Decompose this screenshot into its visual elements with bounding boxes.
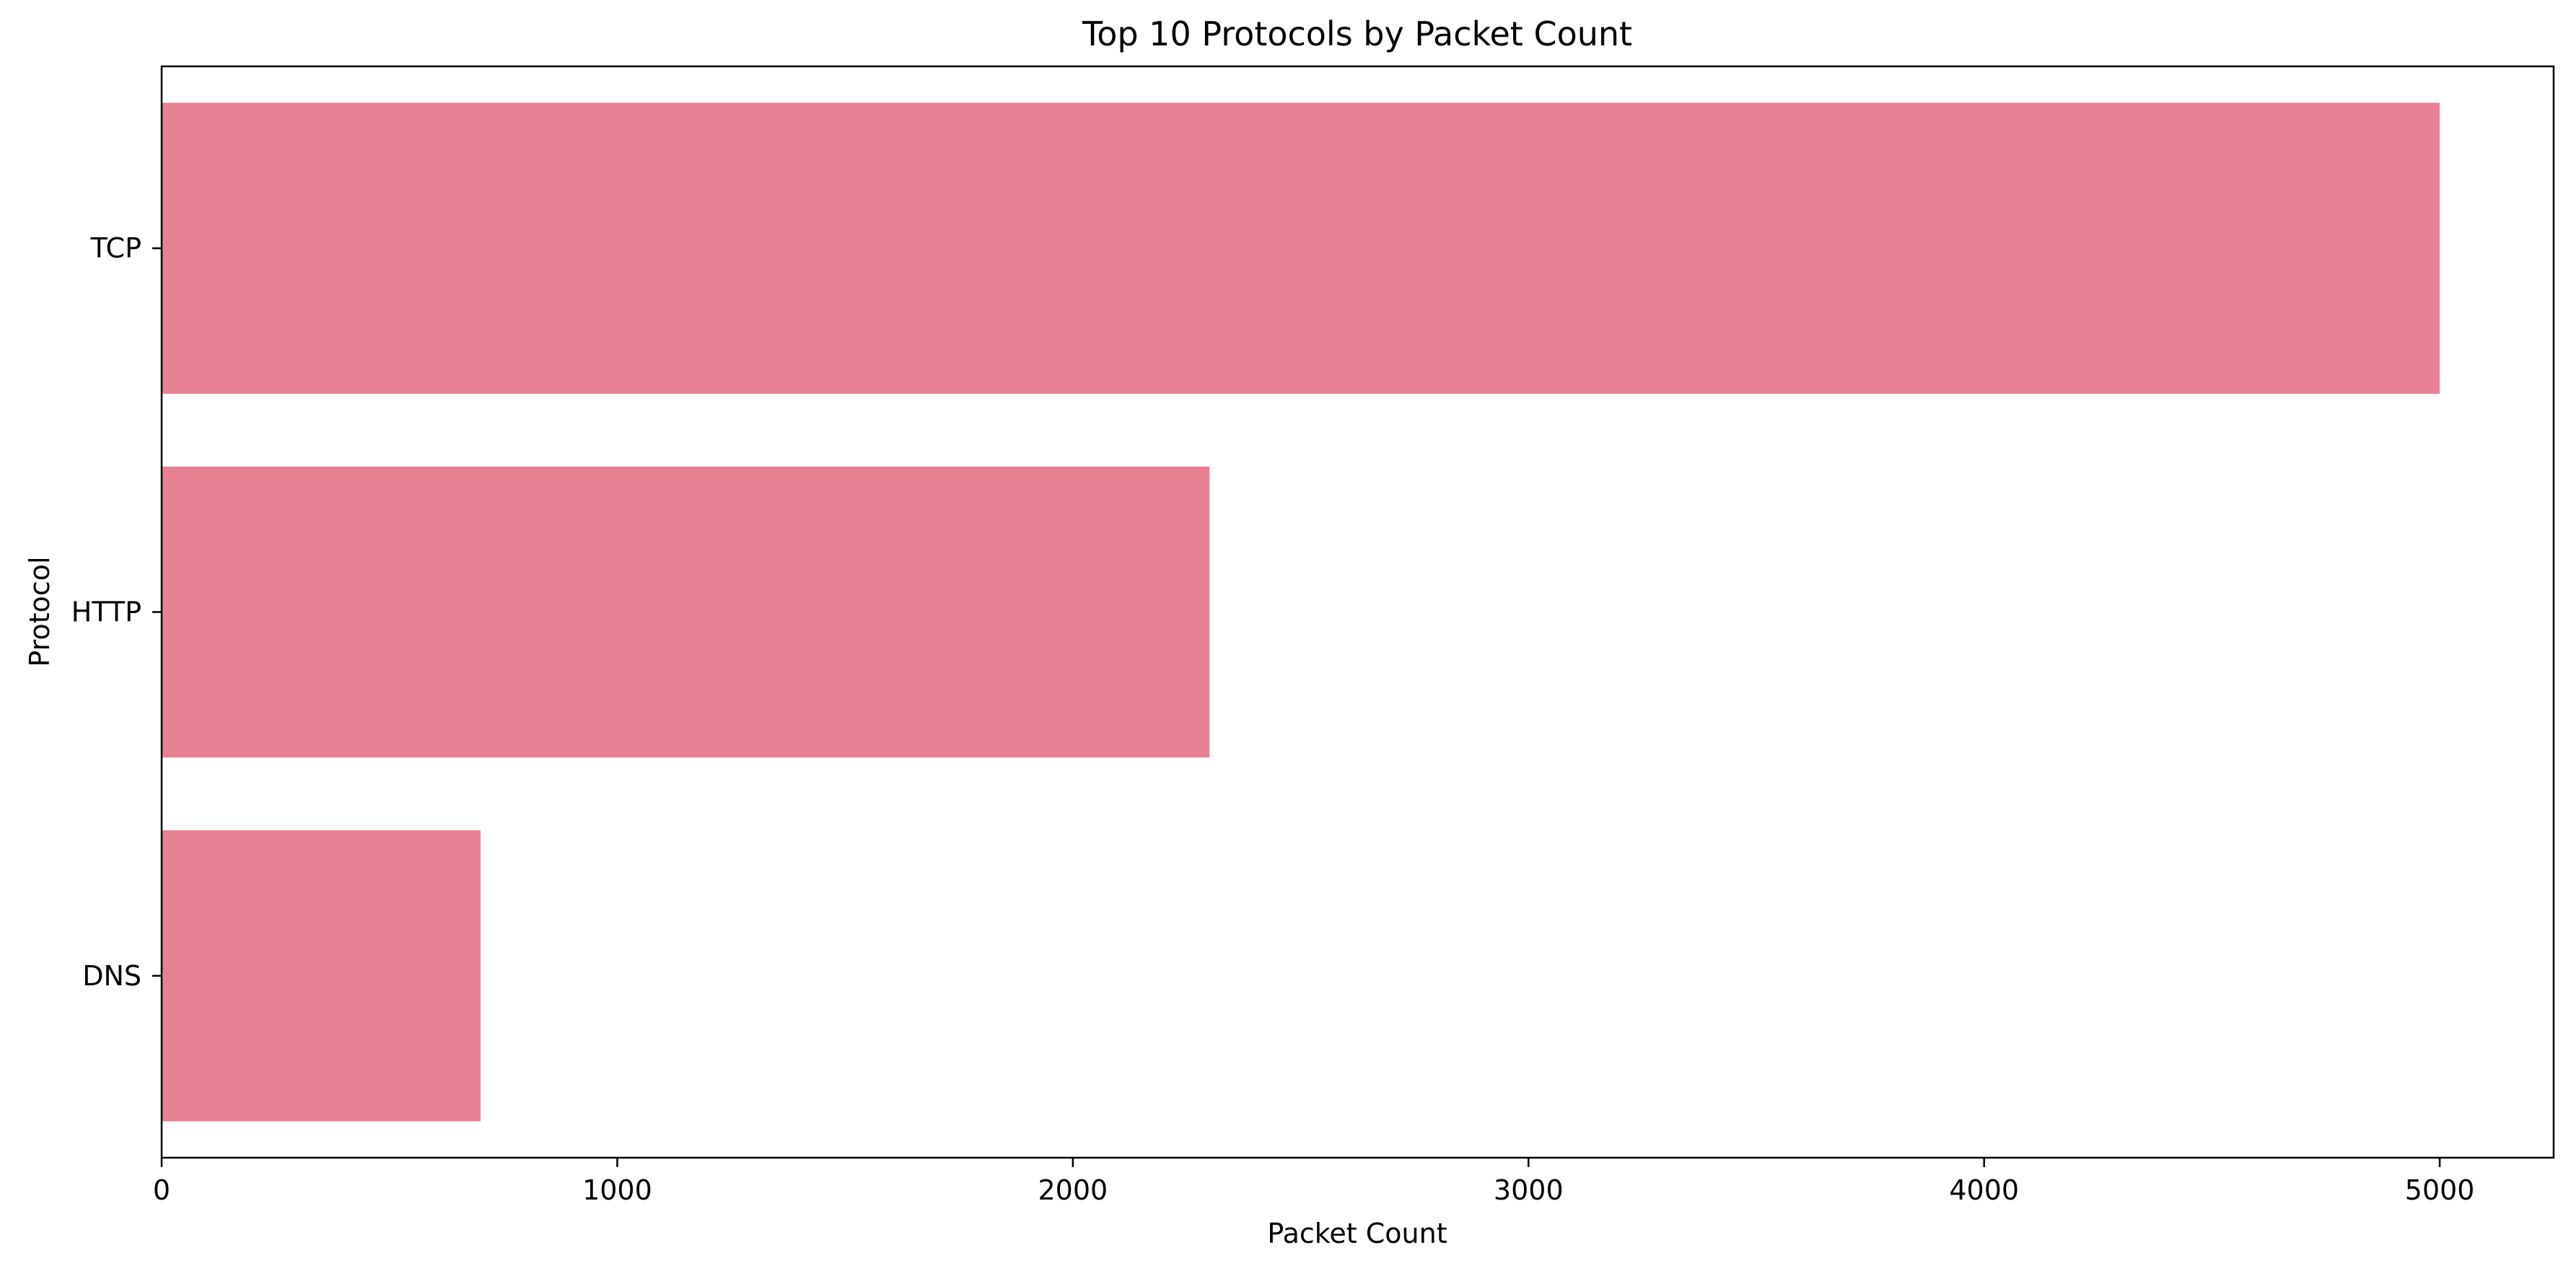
x-axis-ticks: 0 1000 2000 3000 4000 5000 [153, 1158, 2475, 1206]
x-tick-label: 5000 [2405, 1174, 2475, 1206]
bar-dns [162, 830, 481, 1122]
chart-title: Top 10 Protocols by Packet Count [1082, 14, 1632, 53]
bar-http [162, 466, 1210, 758]
bars-layer [162, 102, 2440, 1122]
x-axis-label: Packet Count [1267, 1218, 1447, 1249]
y-axis-label: Protocol [24, 556, 56, 666]
x-tick-label: 3000 [1494, 1174, 1564, 1206]
y-tick-label: DNS [82, 960, 141, 992]
y-tick-label: HTTP [71, 597, 141, 628]
bar-tcp [162, 102, 2440, 394]
y-tick-label: TCP [90, 232, 141, 264]
plot-frame [160, 65, 2555, 1159]
x-tick-label: 0 [153, 1174, 170, 1206]
y-axis-ticks: TCP HTTP DNS [71, 232, 162, 992]
x-tick-label: 4000 [1949, 1174, 2019, 1206]
x-tick-label: 2000 [1038, 1174, 1108, 1206]
x-tick-label: 1000 [582, 1174, 652, 1206]
